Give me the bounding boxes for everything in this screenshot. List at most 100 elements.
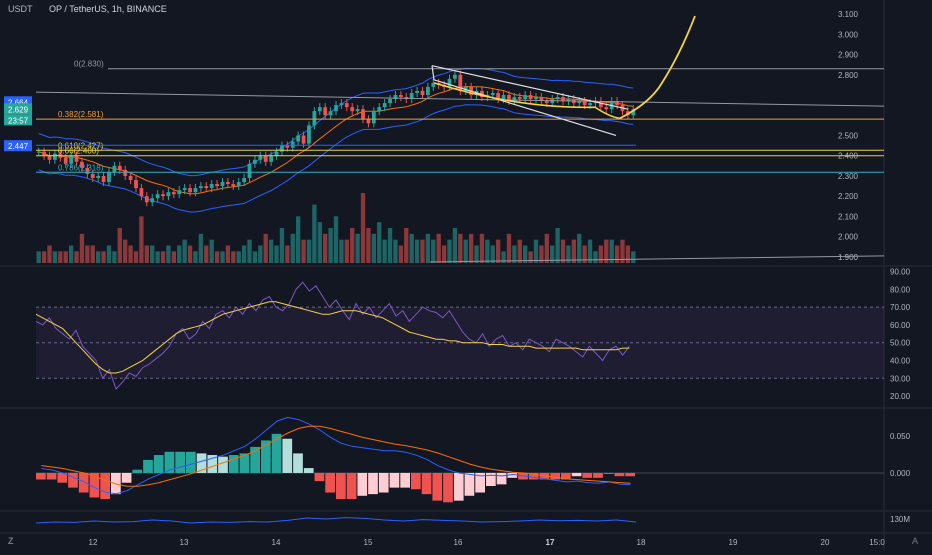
candle-body	[128, 175, 133, 180]
volume-bar	[344, 239, 349, 263]
rsi-tick: 90.00	[890, 268, 911, 277]
macd-histogram-bar	[550, 472, 560, 480]
candle-body	[301, 135, 306, 144]
candle-body	[280, 145, 284, 152]
time-tick: 14	[272, 538, 281, 547]
macd-histogram-bar	[346, 472, 357, 500]
volume-bar	[47, 245, 52, 263]
candle-body	[561, 97, 565, 102]
candle-body	[134, 180, 138, 189]
price-label-text: 2.629	[8, 105, 29, 114]
volume-bar	[296, 216, 301, 263]
volume-bar	[285, 245, 290, 263]
volume-bar	[290, 233, 295, 263]
volume-bar	[452, 228, 458, 263]
volume-tick: 130M	[890, 515, 910, 524]
candle-body	[231, 184, 236, 187]
volume-bar	[571, 239, 576, 263]
candle-body	[604, 107, 609, 110]
volume-bar	[409, 233, 414, 263]
volume-bar	[555, 228, 560, 263]
volume-bar	[96, 251, 101, 263]
volume-bar	[177, 245, 182, 263]
macd-histogram-bar	[271, 433, 282, 473]
macd-histogram-bar	[432, 472, 443, 501]
macd-histogram-bar	[68, 472, 78, 488]
candle-body	[317, 107, 322, 112]
candle-body	[415, 90, 419, 93]
symbol-title[interactable]: OP / TetherUS, 1h, BINANCE	[49, 4, 167, 14]
rsi-band	[36, 307, 884, 379]
price-label-text: 23:57	[8, 116, 29, 125]
volume-bar	[209, 239, 214, 263]
volume-bar	[587, 239, 593, 263]
auto-scale-button[interactable]: A	[911, 536, 918, 546]
rsi-ma-line	[35, 301, 630, 374]
candle-body	[215, 184, 219, 187]
candle-body	[258, 155, 263, 160]
macd-histogram-bar	[453, 472, 464, 501]
price-tick: 2.900	[838, 51, 859, 60]
candle-body	[226, 182, 230, 185]
candle-body	[112, 165, 117, 172]
candle-body	[80, 161, 84, 168]
macd-histogram-bar	[411, 472, 421, 490]
flag-pole-line	[431, 65, 435, 80]
macd-histogram-bar	[121, 472, 132, 483]
volume-bar	[123, 239, 128, 263]
price-tick: 3.100	[838, 10, 859, 19]
volume-bar	[360, 193, 366, 263]
volume-bar	[90, 245, 95, 263]
volume-bar	[485, 239, 490, 263]
candle-body	[307, 125, 311, 144]
volume-bar	[431, 239, 436, 263]
volume-bar	[74, 251, 79, 263]
fib-level-label: 0(2.830)	[74, 60, 104, 69]
volume-bar	[474, 245, 479, 263]
tradingview-logo[interactable]: Z	[8, 536, 14, 546]
volume-bar	[41, 251, 47, 263]
candle-body	[312, 111, 317, 126]
macd-histogram-bar	[282, 438, 293, 473]
volume-bar	[560, 239, 566, 263]
time-tick: 12	[89, 538, 98, 547]
rsi-tick: 50.00	[890, 339, 911, 348]
volume-bar	[101, 251, 106, 263]
volume-bar	[436, 233, 441, 263]
candle-body	[123, 169, 128, 176]
macd-histogram-bar	[378, 472, 389, 493]
volume-bar	[414, 239, 420, 263]
rsi-tick: 30.00	[890, 374, 911, 383]
macd-histogram-bar	[421, 472, 432, 495]
candle-body	[490, 92, 495, 95]
candle-body	[393, 95, 398, 100]
candle-body	[458, 74, 463, 91]
volume-bar	[220, 251, 225, 263]
rsi-tick: 80.00	[890, 285, 911, 294]
time-tick: 15	[364, 538, 373, 547]
macd-histogram-bar	[625, 472, 635, 477]
chart-header: USDT OP / TetherUS, 1h, BINANCE	[8, 4, 167, 14]
macd-histogram-bar	[250, 446, 260, 473]
macd-histogram-bar	[368, 472, 378, 495]
macd-histogram-bar	[464, 472, 475, 496]
volume-bar	[533, 239, 539, 263]
volume-bar	[355, 233, 360, 263]
candle-body	[615, 101, 619, 106]
price-label-box	[4, 114, 32, 126]
rsi-tick: 20.00	[890, 392, 911, 401]
volume-bar	[106, 245, 112, 263]
volume-bar	[614, 245, 620, 263]
volume-bar	[544, 233, 549, 263]
volume-bar	[68, 245, 74, 263]
macd-histogram-bar	[325, 472, 335, 493]
macd-histogram-bar	[614, 472, 625, 477]
candle-body	[90, 173, 95, 178]
price-label-box	[4, 140, 32, 152]
volume-bar	[566, 245, 571, 263]
macd-histogram-bar	[582, 472, 593, 478]
volume-bar	[112, 251, 117, 263]
price-label-text: 2.447	[8, 142, 29, 151]
